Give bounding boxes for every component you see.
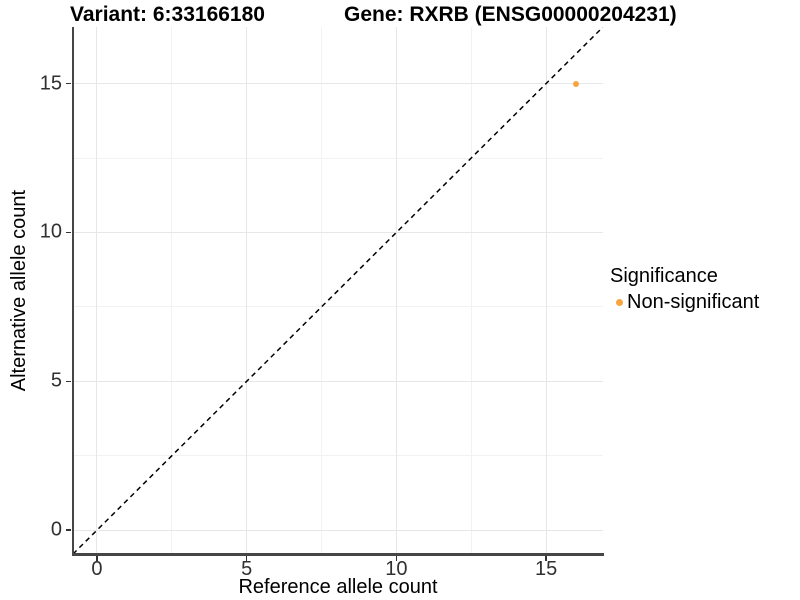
y-axis-line (71, 27, 74, 556)
y-minor-gridline (73, 455, 603, 457)
x-minor-gridline (171, 27, 173, 554)
x-axis-line (71, 553, 604, 556)
x-tick-label: 0 (91, 558, 103, 580)
y-tick-mark (66, 529, 71, 531)
x-major-gridline (395, 27, 397, 554)
x-tick-mark (395, 556, 398, 561)
y-major-gridline (73, 231, 603, 233)
plot-panel (73, 27, 603, 554)
data-point (573, 80, 580, 87)
legend-item-label: Non-significant (627, 291, 760, 313)
x-minor-gridline (321, 27, 323, 554)
x-major-gridline (246, 27, 248, 554)
plot-title-gene: Gene: RXRB (ENSG00000204231) (344, 3, 677, 26)
y-minor-gridline (73, 306, 603, 308)
x-tick-label: 10 (385, 558, 408, 580)
y-tick-label: 0 (50, 518, 62, 541)
x-axis-title: Reference allele count (238, 576, 438, 598)
legend: Significance Non-significant (610, 265, 798, 314)
x-tick-mark (545, 556, 547, 561)
plot-title-variant: Variant: 6:33166180 (70, 3, 265, 26)
y-minor-gridline (73, 157, 603, 159)
y-tick-mark (66, 82, 71, 85)
x-tick-label: 15 (534, 558, 558, 580)
y-tick-mark (66, 231, 71, 234)
x-tick-label: 5 (241, 558, 253, 580)
identity-line-layer (73, 27, 603, 554)
legend-point-icon (616, 299, 623, 306)
x-major-gridline (96, 27, 98, 554)
legend-item: Non-significant (610, 291, 798, 314)
y-major-gridline (73, 529, 603, 531)
identity-dashed-line (73, 27, 603, 554)
legend-title: Significance (610, 265, 718, 287)
y-tick-mark (66, 380, 71, 383)
x-minor-gridline (470, 27, 472, 554)
legend-items: Non-significant (610, 291, 798, 314)
y-major-gridline (73, 380, 603, 382)
y-major-gridline (73, 83, 603, 85)
y-axis-title: Alternative allele count (8, 189, 30, 392)
y-tick-label: 10 (39, 220, 62, 243)
y-tick-label: 15 (39, 72, 62, 95)
x-tick-mark (245, 556, 248, 561)
y-tick-label: 5 (50, 369, 62, 392)
x-major-gridline (545, 27, 547, 554)
x-tick-mark (96, 556, 98, 561)
